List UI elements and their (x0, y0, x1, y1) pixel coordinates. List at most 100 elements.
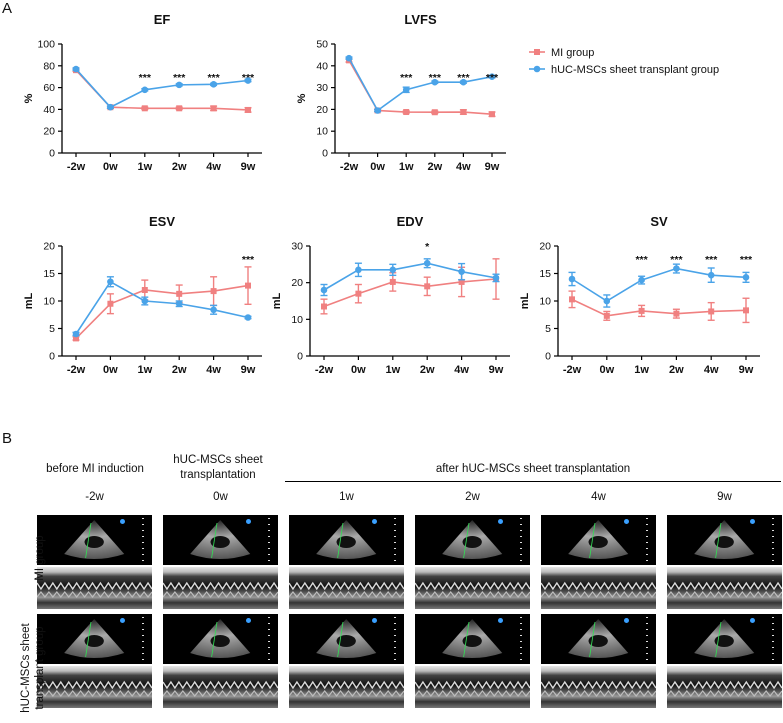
depth-scale (520, 518, 522, 562)
x-tick-label: 1w (385, 364, 400, 376)
huc-data-point (107, 278, 114, 286)
huc-series-line (75, 280, 249, 335)
x-tick-label: 1w (137, 161, 152, 173)
y-axis-label: mL (519, 292, 531, 309)
row-label-huc-line2: transplant group (34, 626, 46, 710)
mi-data-point (210, 105, 217, 112)
huc-data-point (141, 86, 149, 94)
mi-data-point (638, 307, 645, 314)
significance-marker: *** (242, 72, 255, 84)
mi-data-point (458, 278, 465, 285)
depth-scale (142, 518, 144, 562)
mi-series-line (323, 278, 497, 308)
echo-mmode-strip (541, 666, 656, 708)
huc-data-point (210, 306, 217, 314)
huc-data-point (742, 274, 750, 281)
mi-data-point (73, 335, 79, 342)
echo-mmode-strip (163, 567, 278, 609)
panel-a-label: A (2, 0, 13, 17)
y-tick-label: 20 (43, 126, 55, 138)
echo-marker-icon (119, 618, 125, 623)
echo-marker-icon (623, 519, 629, 524)
header-after-transplantation: after hUC-MSCs sheet transplantation (435, 463, 631, 475)
huc-data-point (374, 107, 381, 114)
huc-data-point (244, 77, 252, 84)
timepoint-label: 4w (591, 491, 606, 503)
huc-data-point (423, 259, 431, 267)
echo-2d-image (541, 614, 656, 664)
significance-marker: *** (400, 72, 413, 84)
echo-marker-icon (245, 519, 251, 524)
huc-data-point (603, 297, 611, 305)
ultrasound-sector (568, 619, 629, 658)
huc-data-point (107, 103, 114, 111)
x-tick-label: -2w (67, 161, 86, 173)
mi-data-point (403, 109, 410, 116)
mmode-waveform (289, 680, 404, 697)
y-tick-label: 20 (43, 241, 55, 253)
huc-data-point (707, 271, 715, 279)
x-tick-label: -2w (340, 161, 359, 173)
huc-series-line (75, 68, 249, 109)
y-tick-label: 50 (316, 39, 328, 51)
x-tick-label: 0w (351, 364, 366, 376)
header-before-mi: before MI induction (46, 463, 144, 475)
mmode-waveform (667, 581, 782, 598)
mmode-waveform (667, 680, 782, 697)
significance-marker: *** (207, 72, 220, 84)
significance-marker: *** (173, 72, 186, 84)
row-label-huc-line1: hUC-MSCs sheet (20, 623, 32, 713)
huc-data-point (320, 286, 328, 294)
significance-marker: *** (139, 72, 152, 84)
timepoint-label: 1w (339, 491, 354, 503)
echo-mmode-strip (163, 666, 278, 708)
echo-2d-image (289, 515, 404, 565)
header-transplantation: hUC-MSCs sheet transplantation (173, 454, 263, 481)
depth-scale (142, 617, 144, 661)
huc-series-line (323, 262, 497, 291)
mi-data-point (107, 300, 114, 307)
huc-data-point (355, 266, 362, 274)
mi-data-point (321, 303, 327, 310)
echo-marker-icon (497, 519, 503, 524)
y-tick-label: 40 (43, 104, 55, 116)
y-tick-label: 10 (43, 296, 55, 308)
x-tick-label: -2w (563, 364, 582, 376)
y-tick-label: 15 (43, 268, 55, 280)
ultrasound-sector (694, 619, 755, 658)
significance-marker: *** (705, 254, 718, 266)
x-tick-label: 2w (172, 161, 187, 173)
echo-marker-icon (497, 618, 503, 623)
y-tick-label: 0 (322, 148, 328, 160)
x-tick-label: 9w (241, 364, 256, 376)
legend-huc-marker (533, 65, 541, 73)
x-tick-label: 9w (489, 364, 504, 376)
ultrasound-sector (190, 520, 251, 559)
ultrasound-sector (442, 520, 503, 559)
y-tick-label: 15 (539, 268, 551, 280)
echo-2d-image (667, 515, 782, 565)
echo-mmode-strip (541, 567, 656, 609)
mi-data-point (245, 106, 251, 113)
mi-series-line (75, 284, 249, 339)
x-tick-label: 9w (241, 161, 256, 173)
mi-data-point (141, 287, 148, 293)
y-tick-label: 30 (316, 82, 328, 94)
row-label-mi: MI group (34, 535, 46, 581)
huc-series-line (348, 57, 493, 112)
timepoint-label: -2w (85, 491, 104, 503)
mi-data-point (569, 296, 575, 303)
echo-mmode-strip (667, 567, 782, 609)
echo-marker-icon (749, 618, 755, 623)
significance-marker: *** (740, 254, 753, 266)
mi-data-point (424, 283, 431, 290)
mi-data-point (460, 109, 467, 116)
echo-2d-image (163, 614, 278, 664)
mmode-waveform (37, 680, 152, 697)
legend-huc-label: hUC-MSCs sheet transplant group (551, 64, 719, 76)
depth-scale (772, 617, 774, 661)
x-tick-label: 0w (370, 161, 385, 173)
echo-mmode-strip (289, 567, 404, 609)
x-tick-label: 4w (704, 364, 719, 376)
huc-data-point (458, 268, 465, 275)
